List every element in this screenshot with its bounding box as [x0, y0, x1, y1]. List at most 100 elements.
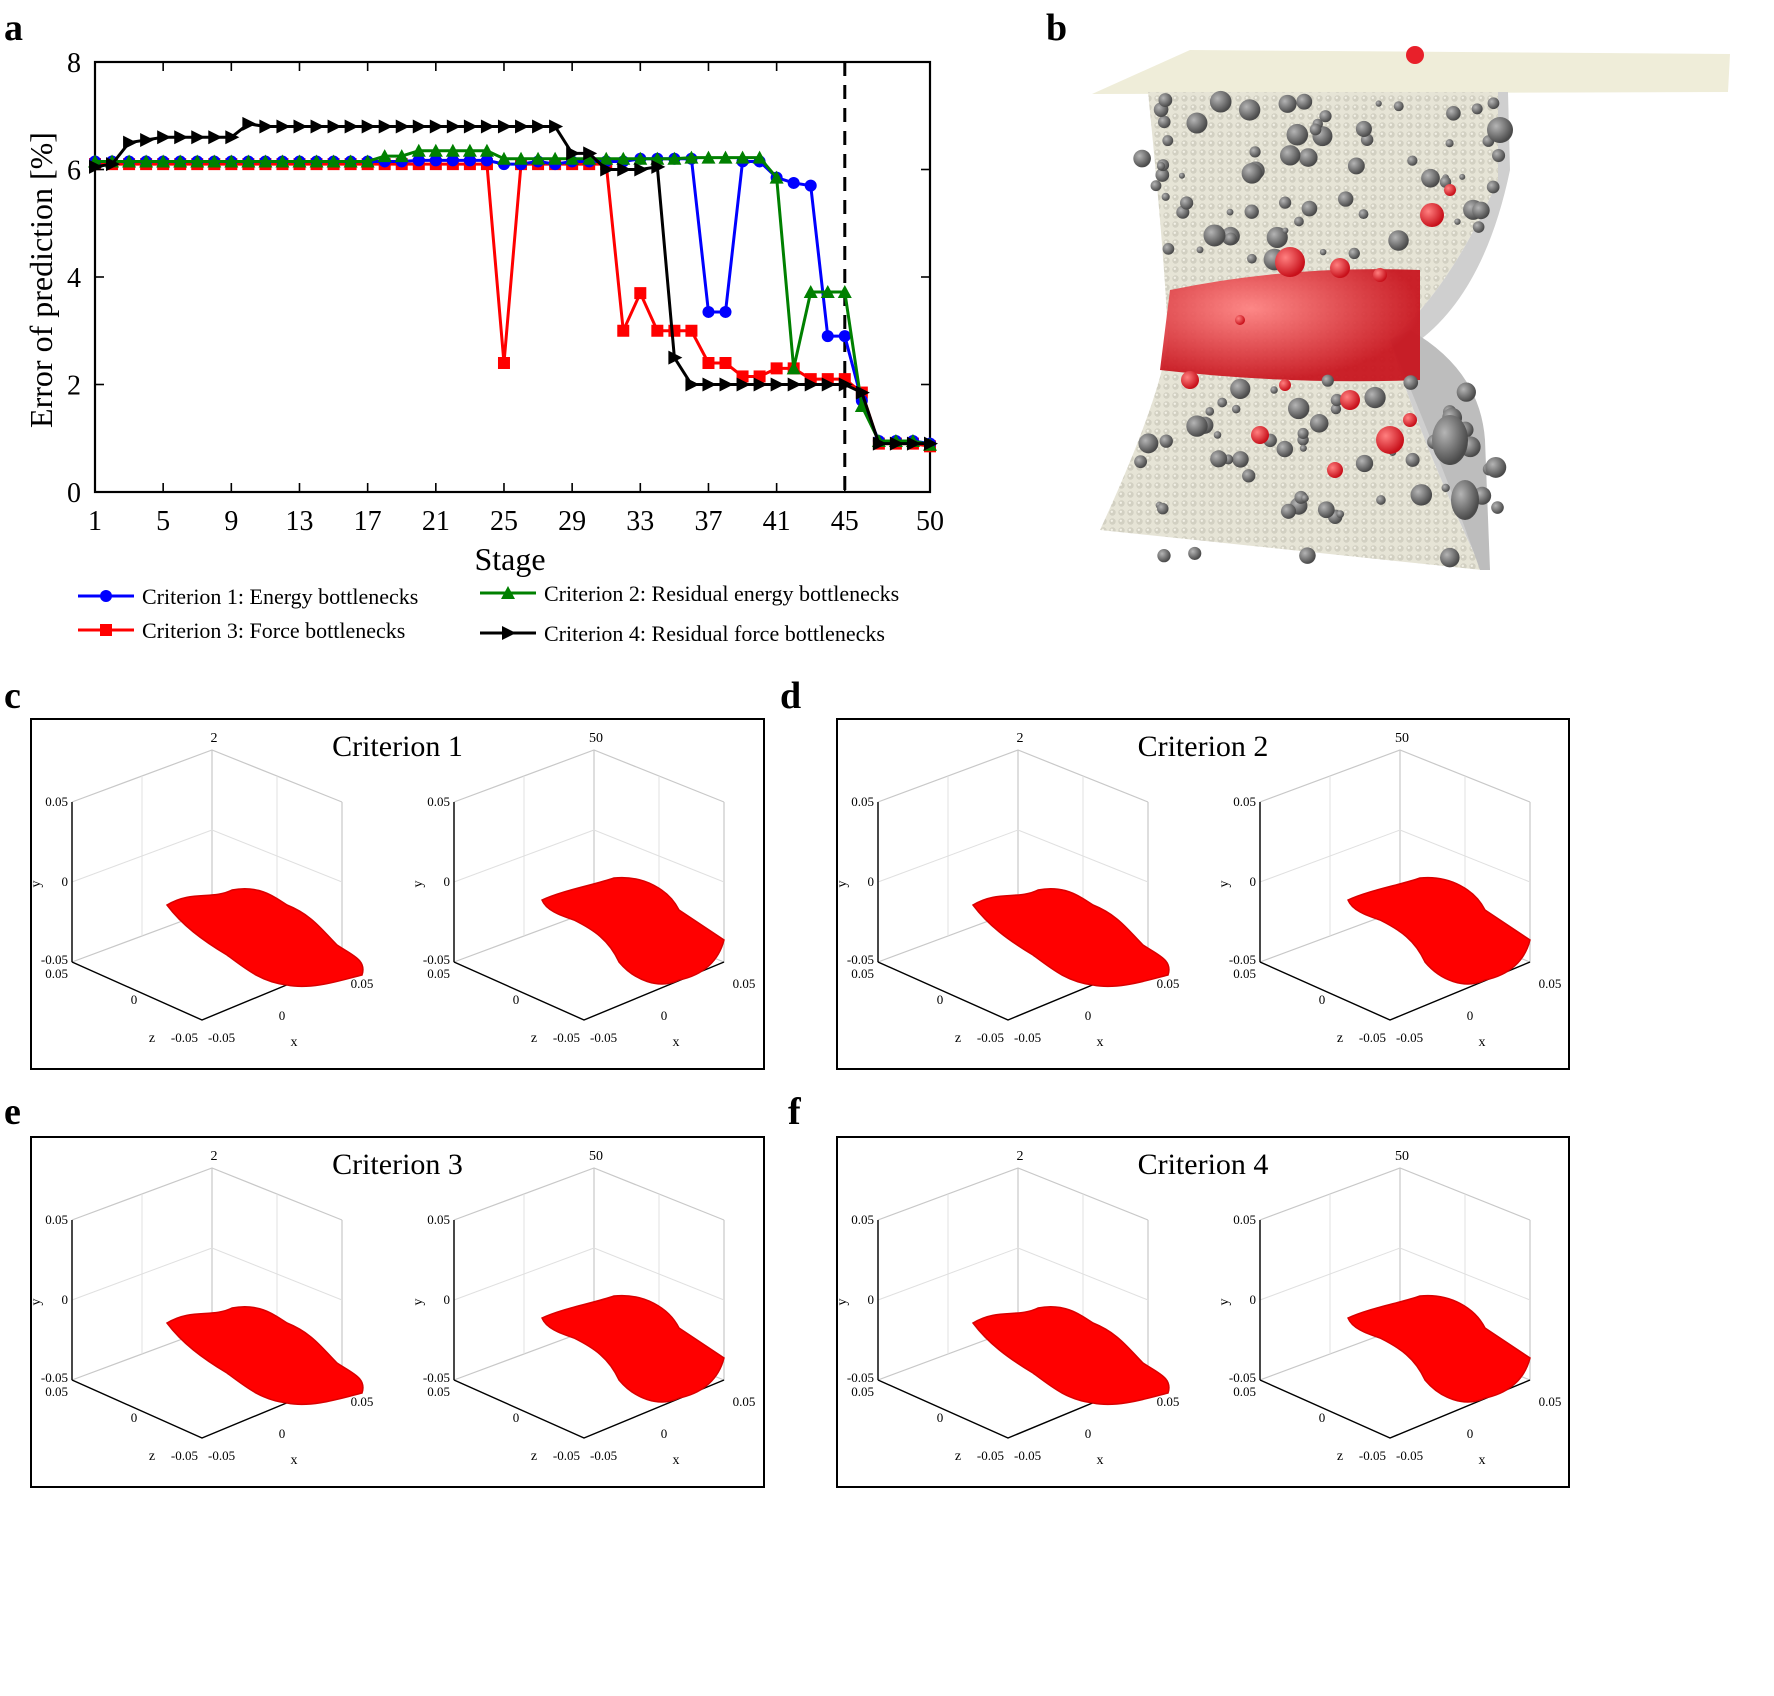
- data-point: [106, 157, 121, 172]
- stage-number: 50: [1395, 1149, 1409, 1164]
- data-point: [224, 154, 239, 168]
- y-tick-bot: -0.05: [41, 952, 68, 967]
- legend-marker: [100, 624, 112, 636]
- data-point: [633, 151, 648, 165]
- x-tick-mid: 0: [1467, 1426, 1474, 1441]
- grid-line: [877, 829, 1019, 883]
- x-axis-label: x: [291, 1453, 298, 1468]
- panel-label-a: a: [4, 7, 23, 49]
- grid-line: [593, 829, 725, 883]
- grid-line: [1259, 1247, 1401, 1301]
- grid-line: [1259, 829, 1401, 883]
- y-axis-label: y: [1217, 1299, 1232, 1306]
- stage-number: 50: [589, 1149, 603, 1164]
- y-tick-mid: 0: [868, 1292, 875, 1307]
- data-point: [752, 150, 767, 164]
- legend-label: Criterion 2: Residual energy bottlenecks: [544, 581, 899, 606]
- x-tick-left: -0.05: [1396, 1030, 1423, 1045]
- x-tick-right: 0.05: [1157, 1394, 1180, 1409]
- data-point: [668, 350, 683, 365]
- data-point: [821, 330, 834, 343]
- x-tick-label: 29: [558, 506, 586, 537]
- data-point: [532, 119, 547, 134]
- z-axis-label: z: [531, 1031, 537, 1046]
- x-tick-right: 0.05: [351, 1394, 374, 1409]
- y-tick-bot: -0.05: [423, 1370, 450, 1385]
- data-point: [462, 143, 477, 157]
- data-point: [412, 154, 425, 167]
- axis-box-top: [71, 1167, 343, 1221]
- legend-entry-3: Criterion 3: Force bottlenecks: [78, 618, 405, 643]
- data-point: [514, 151, 529, 165]
- panel-f-plots: 0.050-0.050.050-0.05-0.0500.05yzx20.050-…: [838, 1149, 1561, 1468]
- panel-c-title: Criterion 1: [332, 730, 463, 763]
- data-point: [702, 377, 717, 392]
- data-point: [600, 162, 615, 177]
- data-point: [463, 119, 478, 134]
- data-point: [651, 159, 666, 174]
- grid-line: [877, 1247, 1019, 1301]
- z-axis-label: z: [1337, 1031, 1343, 1046]
- panel-c-plots: 0.050-0.050.050-0.05-0.0500.05yzx20.050-…: [32, 731, 755, 1050]
- data-point: [480, 119, 495, 134]
- data-point: [634, 287, 647, 300]
- z-tick-bot: -0.05: [1359, 1448, 1386, 1463]
- y-axis-label: y: [32, 1299, 44, 1306]
- data-point: [497, 357, 510, 369]
- z-tick-top: 0.05: [851, 966, 874, 981]
- z-tick-top: 0.05: [1233, 1384, 1256, 1399]
- data-point: [719, 357, 732, 369]
- z-tick-mid: 0: [1319, 1410, 1326, 1425]
- y-tick-label: 4: [67, 263, 81, 294]
- data-point: [241, 154, 256, 168]
- grid-line: [593, 1247, 725, 1301]
- z-tick-mid: 0: [937, 992, 944, 1007]
- data-point: [259, 119, 274, 134]
- data-point: [360, 154, 375, 168]
- y-tick-top: 0.05: [45, 1212, 68, 1227]
- y-tick-top: 0.05: [45, 794, 68, 809]
- axis-box-top: [1259, 749, 1531, 803]
- y-axis-label: Error of prediction [%]: [23, 132, 59, 428]
- z-tick-top: 0.05: [45, 966, 68, 981]
- y-tick-mid: 0: [1250, 874, 1257, 889]
- chart-ticks: 1 5 9 13 17 21 25 29 33 37 41 45 50 0 2 4 6 8: [67, 48, 944, 537]
- data-point: [428, 143, 443, 157]
- data-point: [377, 149, 392, 163]
- chart-legend: Criterion 1: Energy bottlenecks Criterion…: [78, 581, 899, 646]
- y-axis-label: y: [838, 1299, 850, 1306]
- axis-box-top: [453, 749, 725, 803]
- stage-number: 2: [1017, 1149, 1024, 1164]
- data-point: [599, 151, 614, 165]
- data-point: [242, 116, 257, 131]
- axis-box-top: [877, 1167, 1149, 1221]
- data-point: [770, 377, 785, 392]
- z-tick-top: 0.05: [427, 1384, 450, 1399]
- x-axis-label: x: [291, 1035, 298, 1050]
- data-point: [463, 154, 476, 167]
- legend-marker: [501, 586, 515, 599]
- data-point: [173, 154, 188, 168]
- data-point: [327, 119, 342, 134]
- data-point: [140, 132, 155, 147]
- data-point: [701, 150, 716, 164]
- data-point: [804, 179, 817, 192]
- data-point: [718, 150, 733, 164]
- x-tick-label: 1: [88, 506, 102, 537]
- z-tick-top: 0.05: [427, 966, 450, 981]
- panel-e-box: Criterion 3 0.05 0 -0.05 0.05 0 -0.05 -0.05 0 0.…: [30, 1136, 765, 1488]
- data-point: [651, 324, 664, 337]
- y-tick-mid: 0: [444, 874, 451, 889]
- data-point: [685, 324, 698, 337]
- y-tick-top: 0.05: [427, 794, 450, 809]
- panel-d-box: Criterion 2 0.05 0 -0.05 0.05 0 -0.05 -0.05 0 0.…: [836, 718, 1570, 1070]
- z-tick-mid: 0: [131, 1410, 138, 1425]
- y-tick-label: 8: [67, 48, 81, 79]
- data-point: [719, 377, 734, 392]
